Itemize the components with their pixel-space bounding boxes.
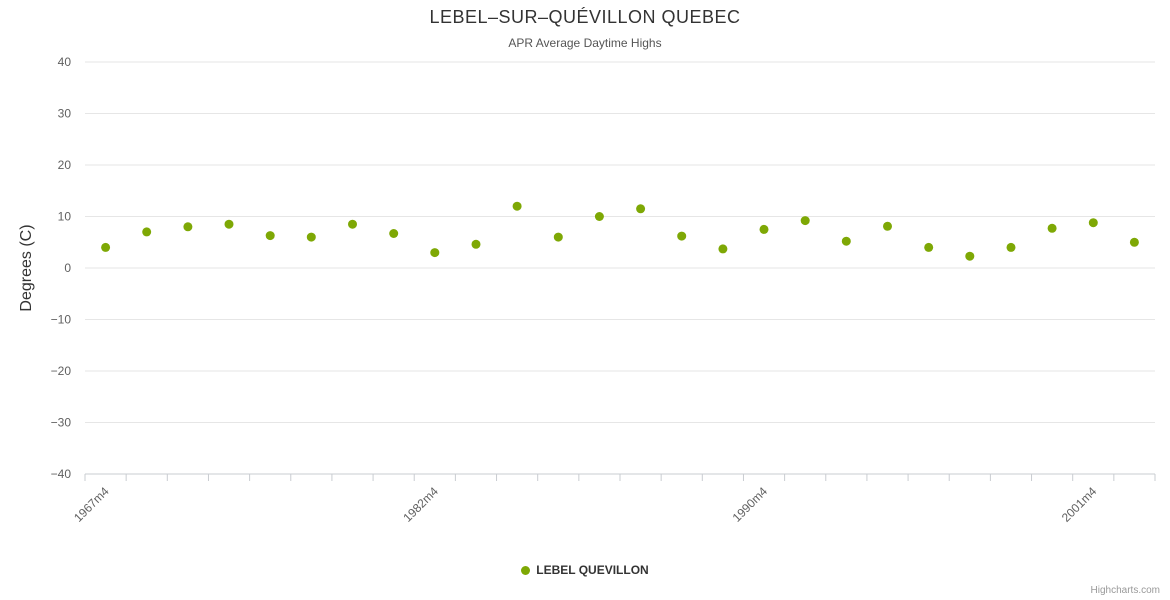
y-axis-tick-label: −10 [51, 313, 72, 327]
highcharts-credit-link[interactable]: Highcharts.com [1090, 585, 1160, 596]
data-point[interactable] [553, 232, 563, 242]
data-point[interactable] [224, 219, 234, 229]
data-point[interactable] [1006, 242, 1016, 252]
data-point[interactable] [348, 219, 357, 229]
data-point[interactable] [883, 221, 892, 231]
x-axis-tick-label: 1982m4 [400, 484, 441, 525]
data-point[interactable] [841, 236, 851, 246]
data-point[interactable] [1129, 237, 1139, 247]
data-point[interactable] [306, 232, 316, 242]
y-axis-tick-label: 0 [64, 261, 71, 275]
legend-item[interactable]: LEBEL QUEVILLON [0, 563, 1170, 577]
y-axis-tick-label: 20 [58, 158, 72, 172]
data-point[interactable] [800, 216, 810, 226]
x-axis-tick-label: 2001m4 [1059, 484, 1100, 525]
data-point[interactable] [430, 248, 440, 258]
x-axis-tick-label: 1990m4 [730, 484, 771, 525]
data-point[interactable] [142, 227, 152, 237]
data-point[interactable] [471, 239, 481, 249]
data-point[interactable] [265, 231, 275, 241]
data-point[interactable] [677, 231, 687, 241]
data-point[interactable] [1088, 218, 1098, 228]
data-point[interactable] [718, 244, 728, 254]
data-point[interactable] [512, 201, 522, 211]
data-point[interactable] [183, 222, 193, 232]
data-point[interactable] [924, 242, 934, 252]
y-axis-tick-label: −30 [51, 416, 72, 430]
y-axis-tick-label: −40 [51, 467, 72, 481]
data-point[interactable] [389, 229, 399, 238]
chart-subtitle: APR Average Daytime Highs [508, 36, 662, 50]
data-point[interactable] [965, 251, 975, 261]
data-point[interactable] [101, 242, 111, 252]
legend-series-label: LEBEL QUEVILLON [536, 563, 649, 577]
data-point[interactable] [759, 224, 769, 234]
chart-title: LEBEL–SUR–QUÉVILLON QUEBEC [429, 7, 741, 27]
legend-marker-icon [521, 565, 531, 575]
y-axis-tick-label: 30 [58, 107, 72, 121]
y-axis-tick-label: −20 [51, 364, 72, 378]
data-point[interactable] [636, 204, 646, 214]
x-axis-tick-label: 1967m4 [71, 484, 112, 525]
data-point[interactable] [594, 212, 604, 221]
data-point[interactable] [1047, 223, 1057, 233]
y-axis-tick-label: 10 [58, 210, 72, 224]
y-axis-tick-label: 40 [58, 55, 72, 69]
